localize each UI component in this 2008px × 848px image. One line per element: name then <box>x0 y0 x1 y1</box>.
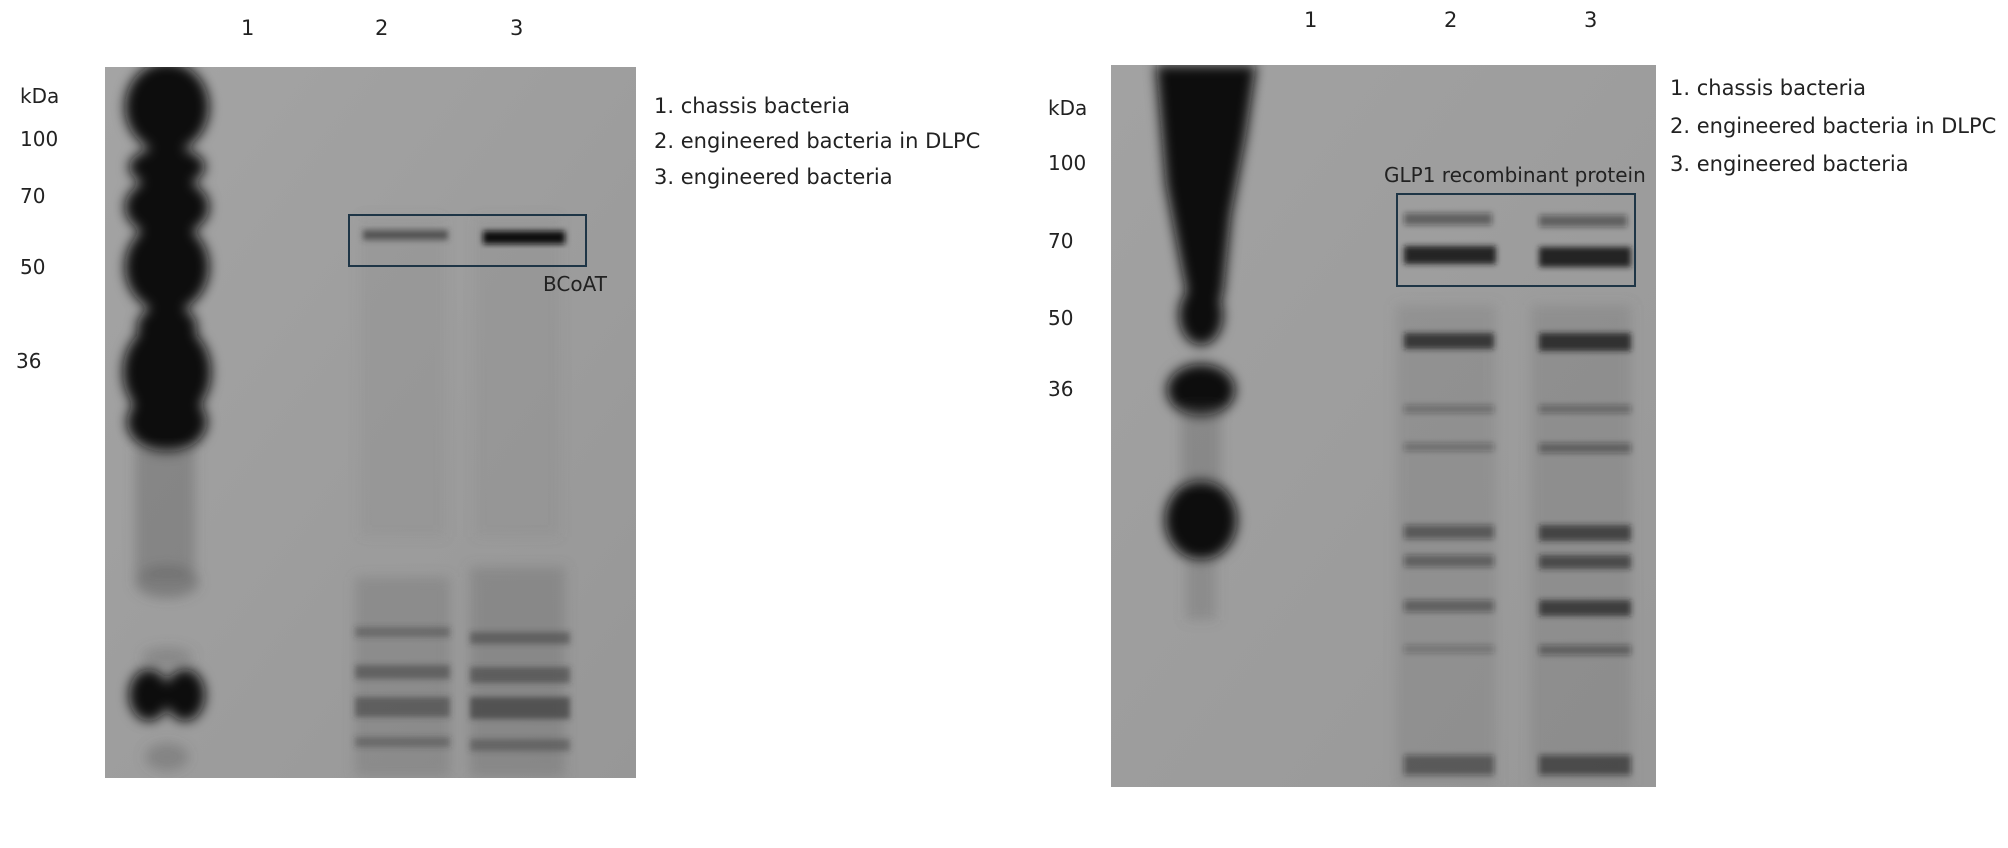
left-kda-unit: kDa <box>20 84 60 108</box>
right-western-blot-image <box>1111 65 1656 787</box>
right-lane-label-2: 2 <box>1444 8 1458 32</box>
right-lane-label-3: 3 <box>1584 8 1598 32</box>
right-box-label: GLP1 recombinant protein <box>1384 163 1646 187</box>
left-legend-item-3: 3. engineered bacteria <box>654 165 893 189</box>
right-marker-36: 36 <box>1048 377 1074 401</box>
left-box-label: BCoAT <box>543 272 607 296</box>
right-blot-panel: 1 2 3 kDa 100 70 50 36 <box>1000 0 2008 848</box>
left-marker-100: 100 <box>20 127 59 151</box>
left-blot-panel: 1 2 3 kDa 100 70 50 36 <box>0 0 1000 848</box>
right-marker-100: 100 <box>1048 151 1087 175</box>
left-lane-label-1: 1 <box>241 16 255 40</box>
left-lane-label-3: 3 <box>510 16 524 40</box>
right-legend-item-2: 2. engineered bacteria in DLPC <box>1670 114 1997 138</box>
left-marker-50: 50 <box>20 255 46 279</box>
right-kda-unit: kDa <box>1048 96 1088 120</box>
left-lane-label-2: 2 <box>375 16 389 40</box>
left-western-blot-image <box>105 67 636 778</box>
left-marker-70: 70 <box>20 184 46 208</box>
right-legend-item-1: 1. chassis bacteria <box>1670 76 1867 100</box>
left-marker-36: 36 <box>16 349 42 373</box>
left-legend-item-1: 1. chassis bacteria <box>654 94 851 118</box>
left-legend-item-2: 2. engineered bacteria in DLPC <box>654 129 981 153</box>
right-marker-50: 50 <box>1048 306 1074 330</box>
right-legend-item-3: 3. engineered bacteria <box>1670 152 1909 176</box>
right-marker-70: 70 <box>1048 229 1074 253</box>
right-lane-label-1: 1 <box>1304 8 1318 32</box>
